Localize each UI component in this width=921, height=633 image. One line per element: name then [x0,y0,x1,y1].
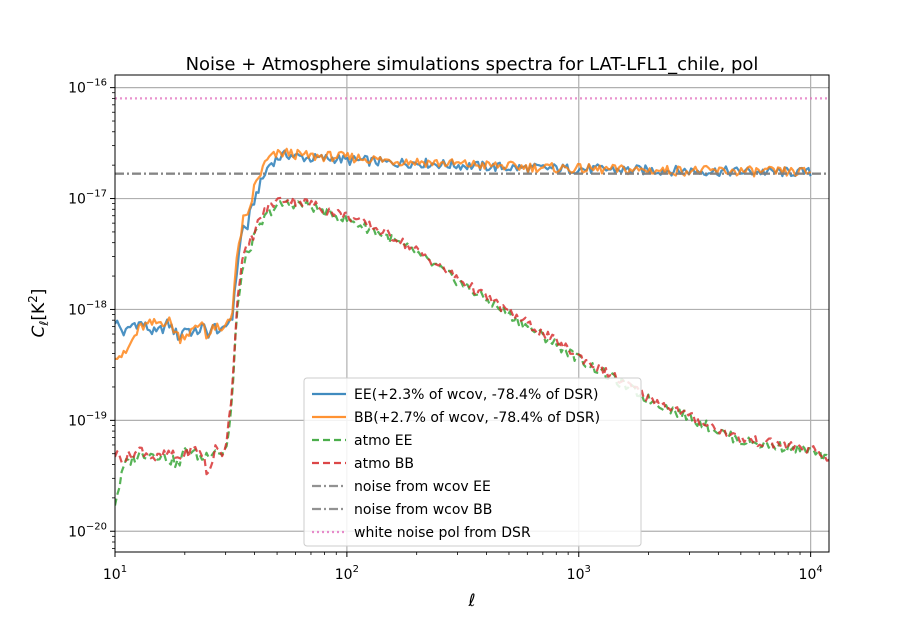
y-axis-label: Cℓ[K2] [26,289,51,338]
y-tick-label-exp: −19 [86,410,107,421]
series-line-4 [115,195,829,476]
x-tick-label: 104 [799,564,823,583]
series-line-2 [115,147,812,360]
y-tick-label: 10−18 [68,299,107,318]
y-tick-label-exp: −18 [86,299,107,310]
y-axis-label-bracket: [K [29,302,49,321]
plot-frame [114,74,830,553]
x-tick-label-base: 10 [567,567,585,583]
y-tick-label-base: 10 [68,524,86,540]
x-tick-label-base: 10 [335,567,353,583]
x-tick-label-base: 10 [103,567,121,583]
legend-box [303,377,642,547]
x-tick-label-exp: 4 [816,564,822,575]
y-axis-label-main: C [29,325,49,337]
y-axis-label-exp: 2 [26,295,40,303]
x-tick-label-exp: 3 [584,564,590,575]
series-layer [115,97,829,506]
y-tick-label: 10−17 [68,189,107,208]
x-tick-label: 103 [567,564,591,583]
y-tick-label-base: 10 [68,192,86,208]
y-tick-label-base: 10 [68,413,86,429]
x-tick-label-base: 10 [799,567,817,583]
x-tick-label: 101 [103,564,127,583]
legend-label: EE(+2.3% of wcov, -78.4% of DSR) [354,387,599,403]
y-tick-label-base: 10 [68,81,86,97]
legend-items: EE(+2.3% of wcov, -78.4% of DSR) BB(+2.7%… [312,387,600,541]
y-axis-label-close: ] [29,289,49,296]
legend-label: atmo BB [354,456,414,472]
x-axis-label: ℓ [467,591,475,611]
legend-label: BB(+2.7% of wcov, -78.4% of DSR) [354,410,600,426]
y-tick-label: 10−19 [68,410,107,429]
y-tick-label: 10−16 [68,78,107,97]
chart-title: Noise + Atmosphere simulations spectra f… [186,54,759,75]
x-tick-label-exp: 2 [353,564,359,575]
legend-label: noise from wcov EE [354,479,491,495]
y-tick-label-exp: −16 [86,78,107,89]
y-axis-label-sub: ℓ [37,321,51,327]
y-tick-label: 10−20 [68,521,107,540]
x-tick-label: 102 [335,564,359,583]
legend-label: noise from wcov BB [354,502,492,518]
x-tick-label-exp: 1 [121,564,127,575]
y-tick-label-exp: −20 [86,521,107,532]
y-tick-label-base: 10 [68,302,86,318]
legend: EE(+2.3% of wcov, -78.4% of DSR) BB(+2.7%… [303,377,642,547]
legend-label: white noise pol from DSR [354,525,531,541]
legend-label: atmo EE [354,433,412,449]
y-tick-label-exp: −17 [86,189,107,200]
